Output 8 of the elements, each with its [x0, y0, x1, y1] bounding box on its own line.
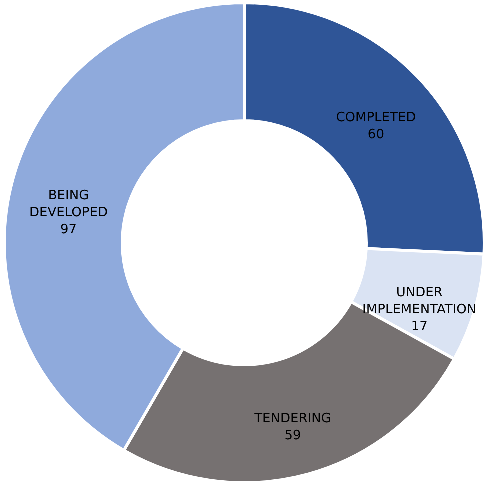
slice-label: UNDER IMPLEMENTATION: [362, 286, 477, 318]
slice-label: TENDERING: [254, 411, 332, 426]
data-label: 97: [60, 222, 78, 238]
slice-label: BEING DEVELOPED: [30, 188, 108, 221]
data-label: 17: [411, 320, 428, 335]
data-label: 59: [284, 428, 302, 444]
slice-label: COMPLETED: [336, 110, 416, 126]
data-label: 60: [368, 127, 384, 142]
